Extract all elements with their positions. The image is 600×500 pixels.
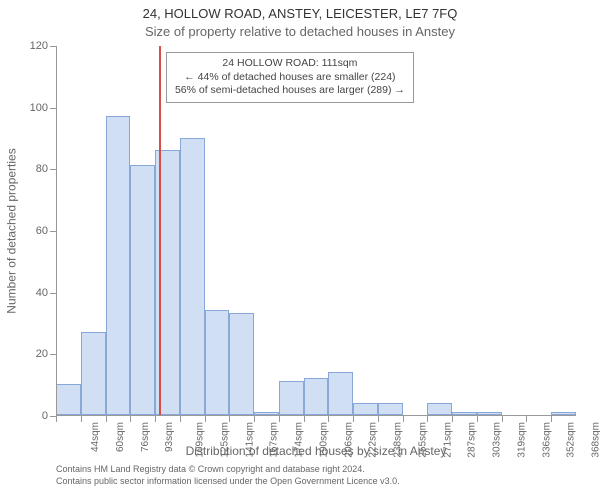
- x-tick: [229, 416, 230, 422]
- y-tick-label: 80: [0, 163, 48, 175]
- y-tick: [50, 108, 56, 109]
- y-tick-label: 20: [0, 348, 48, 360]
- x-tick: [403, 416, 404, 422]
- x-tick: [279, 416, 280, 422]
- attribution-line-1: Contains HM Land Registry data © Crown c…: [56, 464, 576, 476]
- y-tick-label: 0: [0, 410, 48, 422]
- y-tick-label: 60: [0, 225, 48, 237]
- x-tick: [180, 416, 181, 422]
- x-tick: [427, 416, 428, 422]
- y-tick-label: 100: [0, 102, 48, 114]
- x-tick: [130, 416, 131, 422]
- x-tick: [502, 416, 503, 422]
- x-tick: [477, 416, 478, 422]
- info-line-2: ← 44% of detached houses are smaller (22…: [175, 71, 405, 85]
- x-tick: [328, 416, 329, 422]
- x-tick-label: 368sqm: [591, 422, 600, 458]
- info-line-3: 56% of semi-detached houses are larger (…: [175, 84, 405, 98]
- x-tick: [254, 416, 255, 422]
- x-tick: [551, 416, 552, 422]
- x-tick: [106, 416, 107, 422]
- x-tick: [304, 416, 305, 422]
- y-tick: [50, 231, 56, 232]
- x-tick: [452, 416, 453, 422]
- y-tick: [50, 293, 56, 294]
- x-axis-label: Distribution of detached houses by size …: [56, 444, 576, 458]
- y-tick-label: 120: [0, 40, 48, 52]
- y-tick-label: 40: [0, 287, 48, 299]
- x-tick: [353, 416, 354, 422]
- info-line-1: 24 HOLLOW ROAD: 111sqm: [175, 57, 405, 71]
- info-box: 24 HOLLOW ROAD: 111sqm ← 44% of detached…: [166, 52, 414, 103]
- y-tick: [50, 46, 56, 47]
- chart-container: 24, HOLLOW ROAD, ANSTEY, LEICESTER, LE7 …: [0, 0, 600, 500]
- plot-area: 44sqm60sqm76sqm93sqm109sqm125sqm141sqm15…: [56, 46, 576, 416]
- x-tick: [205, 416, 206, 422]
- chart-subtitle: Size of property relative to detached ho…: [0, 24, 600, 39]
- y-tick: [50, 354, 56, 355]
- x-tick: [81, 416, 82, 422]
- x-tick: [526, 416, 527, 422]
- address-title: 24, HOLLOW ROAD, ANSTEY, LEICESTER, LE7 …: [0, 6, 600, 21]
- x-tick: [56, 416, 57, 422]
- x-tick: [378, 416, 379, 422]
- y-tick: [50, 169, 56, 170]
- attribution: Contains HM Land Registry data © Crown c…: [56, 464, 576, 487]
- x-tick: [155, 416, 156, 422]
- attribution-line-2: Contains public sector information licen…: [56, 476, 576, 488]
